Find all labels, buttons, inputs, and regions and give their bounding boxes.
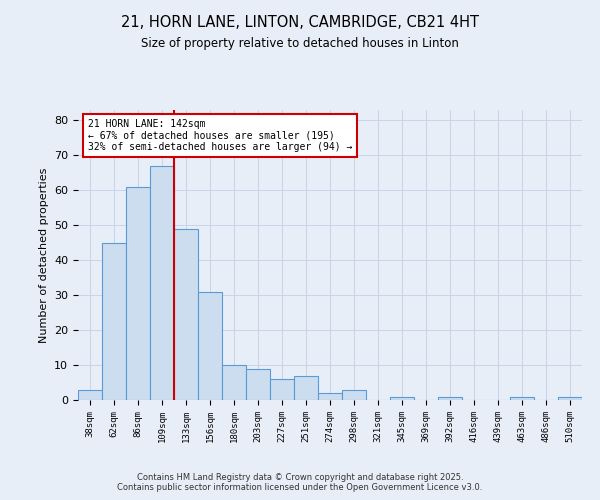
Bar: [174, 229, 198, 400]
Bar: [78, 390, 102, 400]
Bar: [270, 379, 294, 400]
Text: 21, HORN LANE, LINTON, CAMBRIDGE, CB21 4HT: 21, HORN LANE, LINTON, CAMBRIDGE, CB21 4…: [121, 15, 479, 30]
Bar: [222, 365, 246, 400]
Bar: [510, 396, 534, 400]
Text: 21 HORN LANE: 142sqm
← 67% of detached houses are smaller (195)
32% of semi-deta: 21 HORN LANE: 142sqm ← 67% of detached h…: [88, 118, 352, 152]
Bar: [198, 292, 222, 400]
Text: Size of property relative to detached houses in Linton: Size of property relative to detached ho…: [141, 38, 459, 51]
Bar: [318, 393, 342, 400]
Bar: [246, 368, 270, 400]
Bar: [390, 396, 414, 400]
Bar: [438, 396, 462, 400]
Bar: [294, 376, 318, 400]
Text: Contains HM Land Registry data © Crown copyright and database right 2025.
Contai: Contains HM Land Registry data © Crown c…: [118, 473, 482, 492]
Bar: [150, 166, 174, 400]
Y-axis label: Number of detached properties: Number of detached properties: [38, 168, 49, 342]
Bar: [558, 396, 582, 400]
Bar: [126, 187, 150, 400]
Bar: [102, 243, 126, 400]
Bar: [342, 390, 366, 400]
